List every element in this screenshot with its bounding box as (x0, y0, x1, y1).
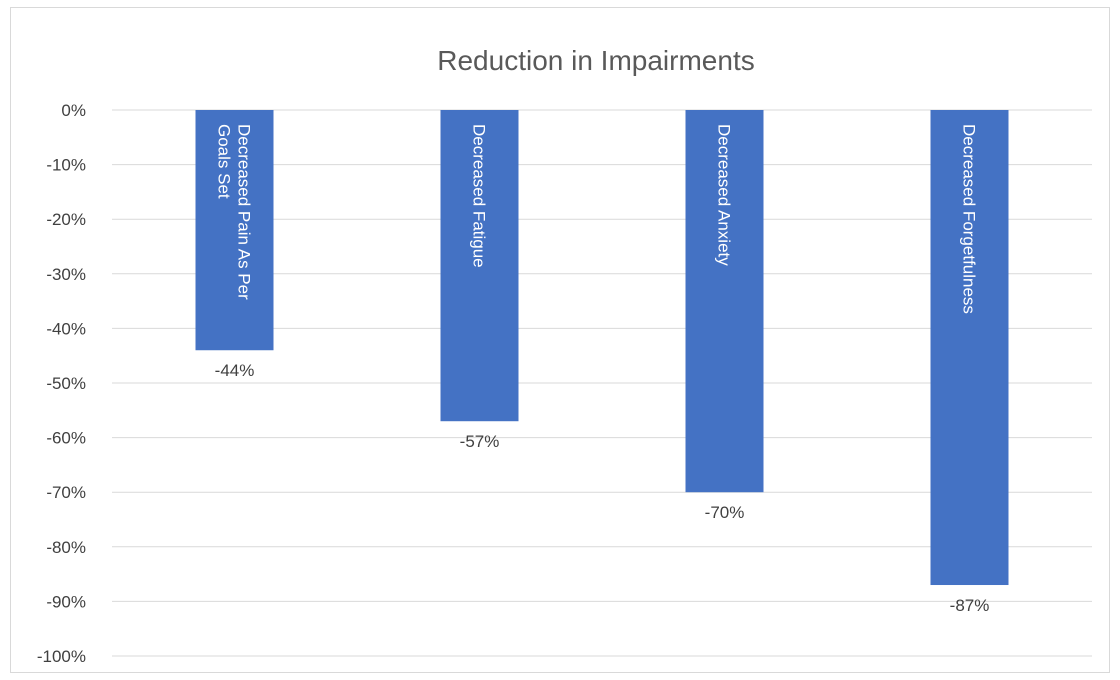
y-axis-ticks: 0% -10% -20% -30% -40% -50% -60% -70% -80% -90% -1… (37, 101, 86, 666)
category-label: Decreased Anxiety (715, 124, 734, 266)
y-tick-label: 0% (61, 101, 86, 120)
y-tick-label: -50% (46, 374, 86, 393)
bar (685, 110, 764, 493)
y-tick-label: -40% (46, 319, 86, 338)
data-label: -87% (950, 596, 990, 615)
y-tick-label: -60% (46, 429, 86, 448)
bar (930, 110, 1009, 586)
bars (195, 110, 1009, 586)
chart-frame (10, 7, 1110, 673)
gridlines (112, 109, 1092, 657)
category-label-line: Decreased Fatigue (470, 124, 489, 268)
data-label: -44% (215, 361, 255, 380)
y-tick-label: -100% (37, 647, 86, 666)
bar (440, 110, 519, 422)
chart-title: Reduction in Impairments (437, 45, 754, 76)
category-label: Decreased Forgetfulness (960, 124, 979, 314)
data-label: -70% (705, 503, 745, 522)
bar (195, 110, 274, 351)
category-label-line: Decreased Anxiety (715, 124, 734, 266)
y-tick-label: -90% (46, 592, 86, 611)
category-label: Decreased Fatigue (470, 124, 489, 268)
data-label: -57% (460, 432, 500, 451)
category-label-line: Decreased Pain As Per (235, 124, 254, 300)
y-tick-label: -20% (46, 210, 86, 229)
y-tick-label: -10% (46, 156, 86, 175)
category-label-line: Decreased Forgetfulness (960, 124, 979, 314)
y-tick-label: -70% (46, 483, 86, 502)
y-tick-label: -30% (46, 265, 86, 284)
y-tick-label: -80% (46, 538, 86, 557)
category-label-line: Goals Set (215, 124, 234, 199)
